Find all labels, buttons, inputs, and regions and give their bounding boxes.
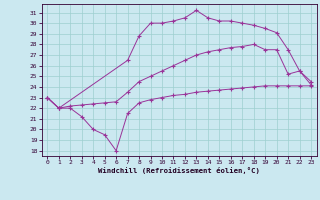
X-axis label: Windchill (Refroidissement éolien,°C): Windchill (Refroidissement éolien,°C)	[98, 167, 260, 174]
